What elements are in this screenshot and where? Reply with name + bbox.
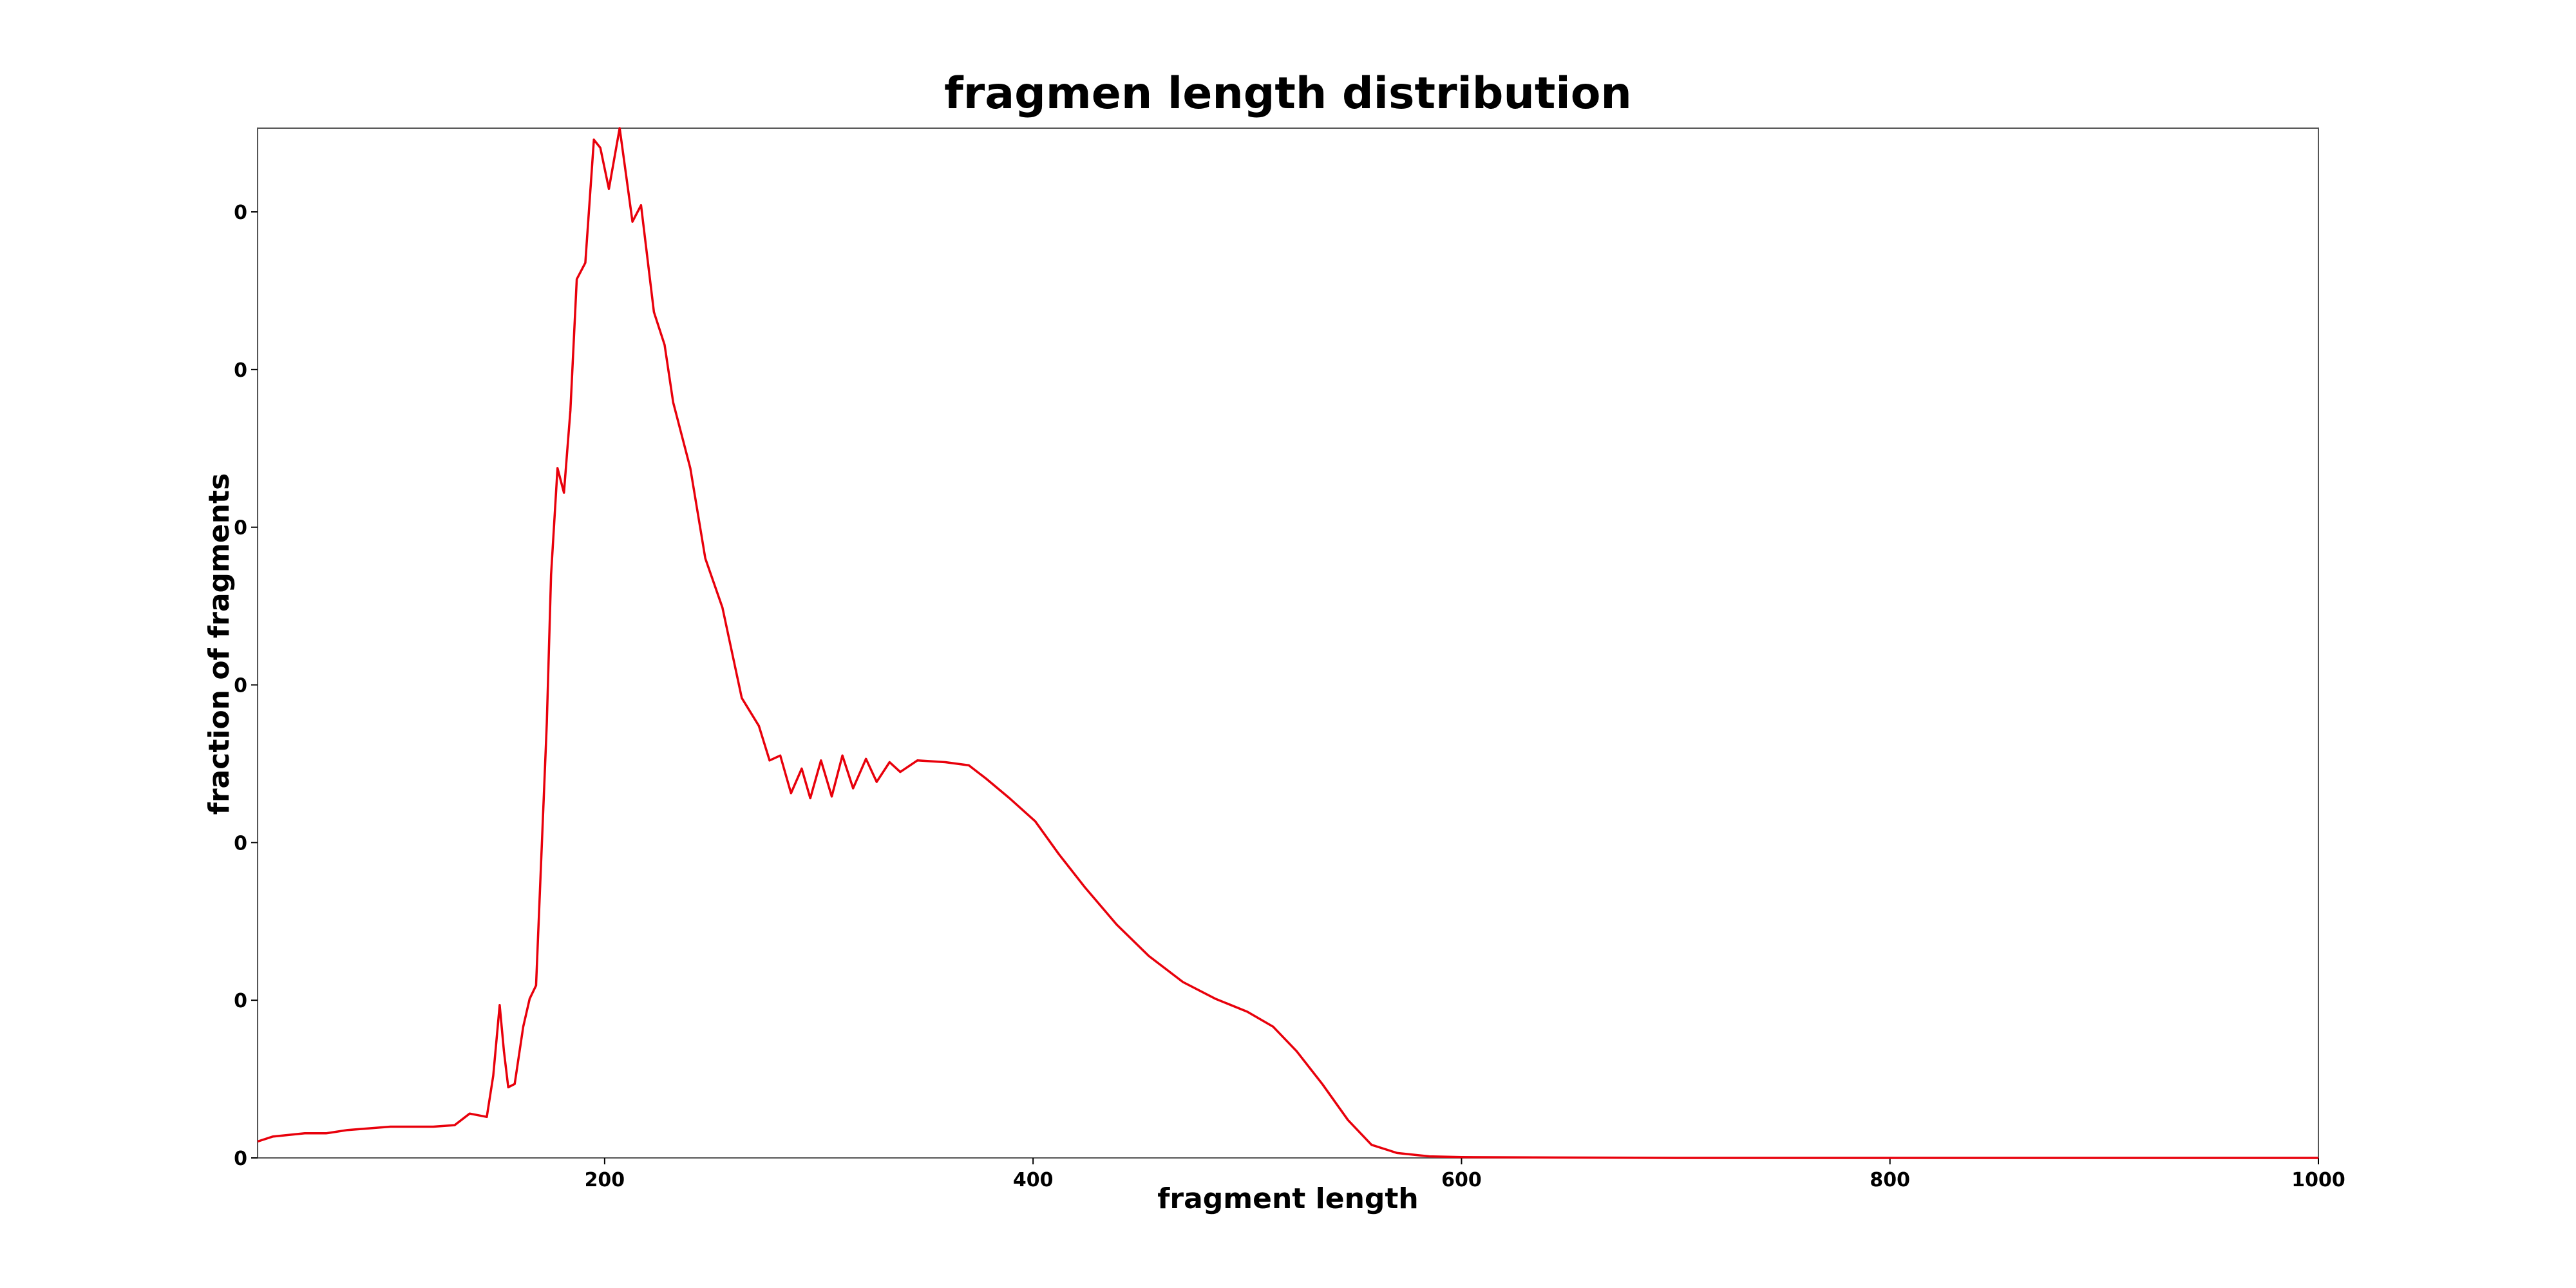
y-tick-label: 0 xyxy=(234,517,247,540)
x-tick-label: 400 xyxy=(1013,1169,1054,1191)
y-tick-label: 0 xyxy=(234,675,247,697)
y-tick-label: 0 xyxy=(234,202,247,224)
x-tick-label: 600 xyxy=(1441,1169,1482,1191)
y-axis-label: fraction of fragments xyxy=(203,473,236,815)
y-tick-label: 0 xyxy=(234,359,247,382)
chart-title: fragmen length distribution xyxy=(944,68,1632,119)
x-tick-label: 800 xyxy=(1870,1169,1910,1191)
y-tick-label: 0 xyxy=(234,990,247,1012)
data-line xyxy=(257,127,2318,1159)
plot-frame xyxy=(257,128,2319,1159)
y-tick-label: 0 xyxy=(234,832,247,855)
x-tick-label: 1000 xyxy=(2291,1169,2345,1191)
x-axis-label: fragment length xyxy=(1157,1182,1419,1215)
y-tick-label: 0 xyxy=(234,1148,247,1170)
x-tick-label: 200 xyxy=(585,1169,625,1191)
